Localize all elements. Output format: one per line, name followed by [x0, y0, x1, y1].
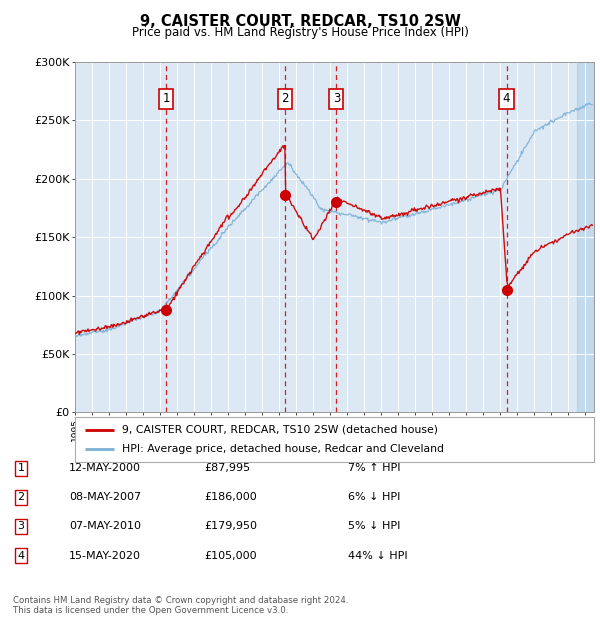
Text: 6% ↓ HPI: 6% ↓ HPI [348, 492, 400, 502]
Text: 9, CAISTER COURT, REDCAR, TS10 2SW: 9, CAISTER COURT, REDCAR, TS10 2SW [140, 14, 460, 29]
Text: 15-MAY-2020: 15-MAY-2020 [69, 551, 141, 560]
Text: £179,950: £179,950 [204, 521, 257, 531]
Text: £186,000: £186,000 [204, 492, 257, 502]
Text: £105,000: £105,000 [204, 551, 257, 560]
Text: 2: 2 [17, 492, 25, 502]
Text: Contains HM Land Registry data © Crown copyright and database right 2024.
This d: Contains HM Land Registry data © Crown c… [13, 596, 349, 615]
Text: 2: 2 [281, 92, 289, 105]
Text: 07-MAY-2010: 07-MAY-2010 [69, 521, 141, 531]
Text: 3: 3 [332, 92, 340, 105]
Text: 9, CAISTER COURT, REDCAR, TS10 2SW (detached house): 9, CAISTER COURT, REDCAR, TS10 2SW (deta… [122, 425, 438, 435]
Text: 5% ↓ HPI: 5% ↓ HPI [348, 521, 400, 531]
Text: Price paid vs. HM Land Registry's House Price Index (HPI): Price paid vs. HM Land Registry's House … [131, 26, 469, 39]
Text: 1: 1 [163, 92, 170, 105]
Text: 44% ↓ HPI: 44% ↓ HPI [348, 551, 407, 560]
Text: 4: 4 [17, 551, 25, 560]
Text: 08-MAY-2007: 08-MAY-2007 [69, 492, 141, 502]
Text: £87,995: £87,995 [204, 463, 250, 473]
Text: 4: 4 [503, 92, 510, 105]
Text: HPI: Average price, detached house, Redcar and Cleveland: HPI: Average price, detached house, Redc… [122, 445, 444, 454]
Text: 1: 1 [17, 463, 25, 473]
Text: 7% ↑ HPI: 7% ↑ HPI [348, 463, 401, 473]
Text: 3: 3 [17, 521, 25, 531]
Text: 12-MAY-2000: 12-MAY-2000 [69, 463, 141, 473]
